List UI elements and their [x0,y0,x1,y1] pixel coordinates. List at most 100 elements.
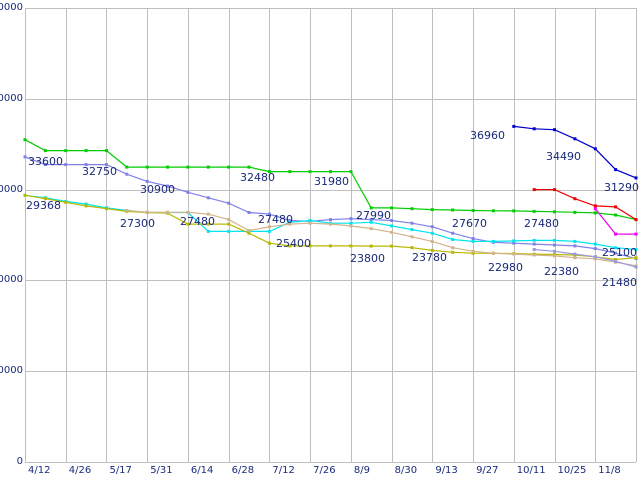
series-point [329,170,332,174]
series-point [288,170,292,174]
x-axis-tick-label: 8/30 [394,465,418,476]
series-point [553,238,556,242]
series-point [553,210,556,214]
data-value-annotation: 34490 [546,150,581,163]
series-point [410,235,414,239]
series-point [553,243,556,247]
data-value-annotation: 27480 [524,217,559,230]
series-point [247,165,251,169]
data-value-annotation: 25400 [276,237,311,250]
series-point [23,193,27,197]
series-point [532,242,536,246]
x-axis-tick-label: 8/9 [353,465,370,476]
series-point [206,222,210,226]
series-point [532,238,536,242]
series-point [369,218,373,222]
chart-series-tan [125,209,638,268]
series-line [534,248,637,268]
series-point [84,204,88,208]
series-point [512,252,516,256]
chart-series-red [532,188,638,222]
series-point [593,242,597,246]
series-point [288,244,292,248]
data-value-annotation: 21480 [602,276,637,289]
series-point [288,219,292,222]
series-point [267,225,271,229]
series-point [593,147,597,151]
series-point [553,128,556,132]
series-point [145,210,149,214]
series-point [634,256,638,260]
series-point [308,170,312,174]
series-point [573,256,577,260]
series-point [23,155,27,159]
series-point [390,224,394,228]
series-point [369,244,373,248]
series-point [43,197,47,201]
series-point [614,258,618,261]
series-point [145,179,149,183]
series-point [532,209,536,213]
series-point [247,229,251,232]
series-point [532,253,536,257]
data-value-annotation: 31980 [314,175,349,188]
series-point [573,244,577,248]
series-point [288,220,292,224]
y-axis-tick-label: 50000 [0,2,23,13]
series-line [534,189,637,221]
series-point [308,244,312,248]
series-point [573,197,577,201]
y-axis-tick-label: 40000 [0,92,23,104]
series-point [227,229,231,233]
series-point [512,239,516,243]
series-point [84,202,88,206]
series-point [23,138,27,142]
series-point [267,241,271,245]
series-point [247,211,251,214]
series-point [206,196,210,200]
series-point [614,246,618,250]
data-value-annotation: 27990 [356,209,391,222]
chart-series-magenta [593,207,638,236]
series-point [390,206,394,210]
series-point [186,222,190,226]
series-point [471,239,475,243]
series-point [614,251,618,255]
series-point [512,209,516,213]
series-point [532,188,536,192]
series-point [64,200,68,204]
y-axis-tick-label: 0 [16,456,23,467]
series-point [64,163,68,167]
series-point [430,208,434,212]
series-point [451,231,455,235]
series-point [390,244,394,248]
x-axis-tick-label: 5/31 [150,465,173,476]
series-point [614,205,618,209]
series-point [64,149,68,153]
series-point [247,231,251,235]
series-point [614,168,618,172]
series-point [227,201,231,205]
data-value-annotation: 32750 [82,165,117,178]
x-axis-tick-label: 9/13 [435,465,458,476]
series-point [614,213,618,217]
data-value-annotation: 33600 [28,155,63,168]
series-point [593,211,597,215]
x-axis-tick-label: 4/26 [68,465,92,476]
series-point [553,188,556,192]
series-point [491,251,495,255]
series-point [329,222,332,226]
x-axis-tick-label: 6/14 [190,465,214,476]
series-point [451,246,455,250]
series-point [390,219,394,222]
series-point [267,170,271,174]
series-point [491,239,495,243]
series-point [471,251,475,255]
series-point [573,252,577,256]
x-axis-tick-label: 11/8 [598,465,621,476]
series-line [126,209,637,267]
series-point [329,218,332,222]
series-point [491,209,495,213]
series-point [614,259,618,263]
